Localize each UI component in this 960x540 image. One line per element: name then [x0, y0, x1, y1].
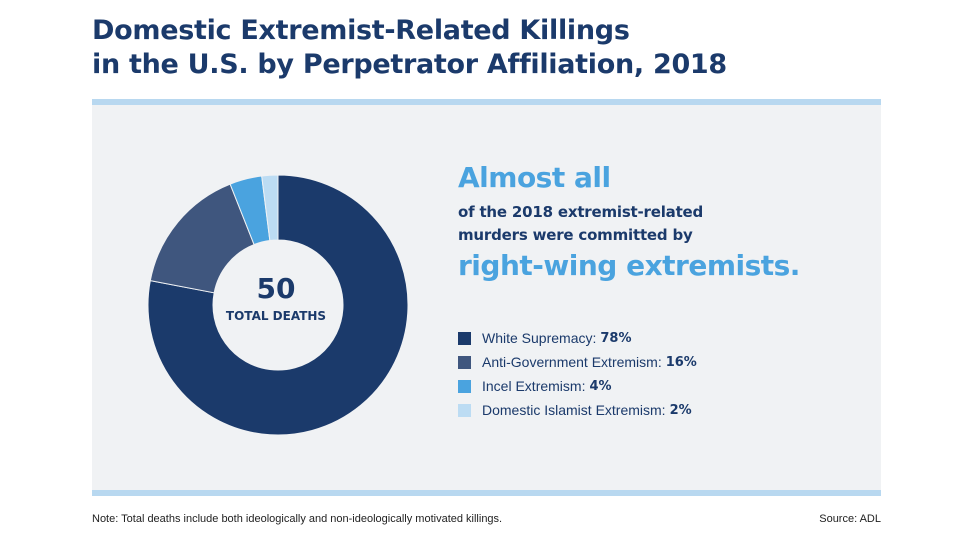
- donut-slice-white-supremacy: [147, 174, 409, 436]
- chart-legend: White Supremacy: 78% Anti-Government Extre…: [458, 326, 697, 422]
- legend-item-incel-extremism: Incel Extremism: 4%: [458, 374, 697, 398]
- legend-value: 4%: [589, 378, 612, 394]
- donut-chart: [147, 174, 409, 436]
- legend-item-white-supremacy: White Supremacy: 78%: [458, 326, 697, 350]
- legend-value: 2%: [669, 402, 692, 418]
- callout-subtext-line-1: of the 2018 extremist-related: [458, 203, 704, 221]
- source-credit: Source: ADL: [819, 513, 881, 525]
- legend-label: Domestic Islamist Extremism:: [482, 402, 666, 418]
- legend-swatch: [458, 403, 471, 417]
- chart-title: Domestic Extremist-Related Killings in t…: [92, 14, 727, 82]
- legend-label: Incel Extremism:: [482, 378, 586, 394]
- donut-slice-domestic-islamist-extremism: [261, 174, 279, 242]
- callout-subtext-line-2: murders were committed by: [458, 226, 693, 244]
- callout-emphasis: right-wing extremists.: [458, 249, 800, 282]
- legend-item-anti-government-extremism: Anti-Government Extremism: 16%: [458, 350, 697, 374]
- callout-headline: Almost all: [458, 161, 611, 194]
- total-deaths-value: 50: [256, 272, 296, 305]
- chart-title-line-1: Domestic Extremist-Related Killings: [92, 15, 630, 46]
- total-deaths-label: TOTAL DEATHS: [225, 309, 327, 323]
- callout-subtext: of the 2018 extremist-related murders we…: [458, 201, 703, 247]
- legend-value: 16%: [665, 354, 697, 370]
- legend-value: 78%: [600, 330, 632, 346]
- legend-label: White Supremacy:: [482, 330, 597, 346]
- legend-swatch: [458, 331, 471, 345]
- legend-label: Anti-Government Extremism:: [482, 354, 662, 370]
- footnote: Note: Total deaths include both ideologi…: [92, 513, 503, 525]
- legend-item-domestic-islamist-extremism: Domestic Islamist Extremism: 2%: [458, 398, 697, 422]
- chart-panel: 50 TOTAL DEATHS Almost all of the 2018 e…: [92, 99, 881, 496]
- chart-title-line-2: in the U.S. by Perpetrator Affiliation, …: [92, 49, 727, 80]
- legend-swatch: [458, 355, 471, 369]
- legend-swatch: [458, 379, 471, 393]
